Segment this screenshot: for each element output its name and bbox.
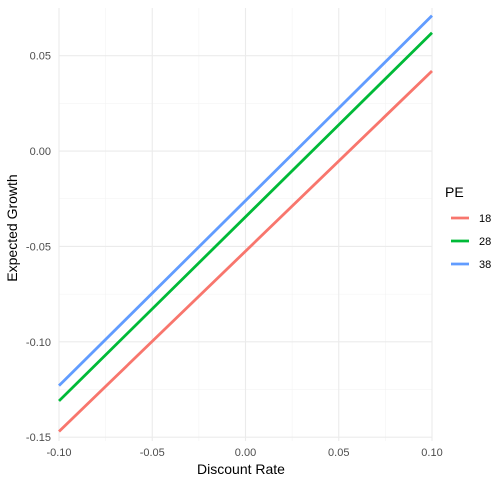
y-axis-ticks: -0.15 -0.10 -0.05 0.00 0.05	[26, 51, 51, 444]
series-line-18	[58, 69, 433, 433]
y-tick-label: 0.00	[30, 146, 51, 158]
y-tick-label: -0.15	[26, 432, 51, 444]
legend: PE 18 28 38	[445, 184, 491, 271]
legend-label-18: 18	[479, 213, 491, 225]
y-axis-label: Expected Growth	[4, 174, 20, 281]
series-lines	[58, 14, 433, 433]
y-tick-label: 0.05	[30, 51, 51, 63]
y-tick-label: -0.05	[26, 241, 51, 253]
series-line-28	[58, 31, 433, 402]
x-tick-label: 0.05	[328, 447, 349, 459]
x-axis-label: Discount Rate	[197, 461, 285, 477]
grid-major	[58, 8, 433, 441]
legend-label-28: 28	[479, 236, 491, 248]
x-tick-label: 0.00	[235, 447, 256, 459]
x-tick-label: -0.10	[46, 447, 71, 459]
x-tick-label: -0.05	[140, 447, 165, 459]
legend-label-38: 38	[479, 259, 491, 271]
y-tick-label: -0.10	[26, 337, 51, 349]
series-line-38	[58, 14, 433, 387]
legend-title: PE	[445, 184, 464, 200]
x-axis-ticks: -0.10 -0.05 0.00 0.05 0.10	[46, 447, 442, 459]
x-tick-label: 0.10	[421, 447, 442, 459]
